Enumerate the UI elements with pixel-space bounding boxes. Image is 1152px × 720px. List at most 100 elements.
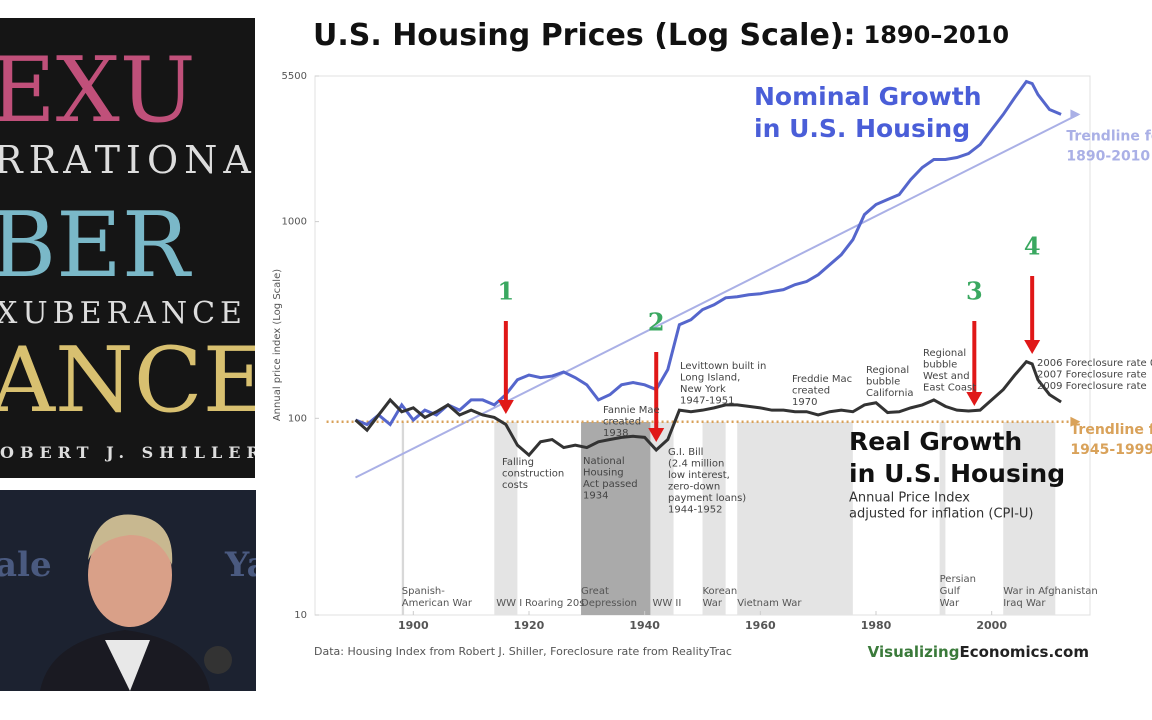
author-photo: ale Ya [0, 490, 256, 691]
cover-text: EXU [0, 38, 196, 143]
annotation-line: Regional [923, 348, 966, 359]
trend-label-line: 1890-2010 [1066, 148, 1150, 164]
series-label: Nominal Growth in U.S. Housing [754, 82, 982, 143]
series-label-line: in U.S. Housing [754, 114, 970, 143]
trend-label: Trendline fo 1890-2010 [1066, 128, 1152, 164]
period-label-line: American War [402, 598, 473, 609]
period-label: Roaring 20s [525, 598, 584, 609]
period-label-line: WW I [496, 598, 522, 609]
period-label: Persian Gulf War [940, 574, 976, 609]
period-label-line: Vietnam War [737, 598, 802, 609]
annotation-line: Levittown built in [680, 361, 766, 372]
chart-title: U.S. Housing Prices (Log Scale): 1890–201… [313, 18, 1009, 53]
annotation-line: 2007 Foreclosure rate [1037, 370, 1147, 381]
y-tick-label: 10 [294, 610, 307, 621]
annotation-line: bubble [866, 377, 900, 388]
annotation: National Housing Act passed 1934 [583, 456, 638, 502]
marker-arrowhead [966, 392, 983, 406]
annotation: Freddie Mac created 1970 [792, 374, 852, 408]
annotation: Fannie Mae created 1938 [603, 405, 660, 439]
cover-text: RRATIONAL [0, 138, 255, 182]
marker-arrowhead [648, 428, 665, 442]
annotation-line: 2009 Foreclosure rate [1037, 381, 1147, 392]
period-label-line: Iraq War [1003, 598, 1046, 609]
series-label-line: Nominal Growth [754, 82, 982, 111]
y-axis-label: Annual price index (Log Scale) [272, 269, 283, 421]
trend-label-line: Trendline fo [1066, 128, 1152, 144]
x-tick-label: 1960 [745, 619, 776, 632]
annotation-line: costs [502, 480, 528, 491]
period-label: Spanish-American War [402, 586, 473, 609]
x-tick-label: 1900 [398, 619, 429, 632]
annotation-line: Fannie Mae [603, 405, 660, 416]
annotation-line: 1970 [792, 397, 817, 408]
marker-number: 4 [1024, 232, 1041, 261]
annotation-line: Freddie Mac [792, 374, 852, 385]
annotation-line: zero-down [668, 482, 720, 493]
cover-text: ANCE [0, 328, 255, 433]
trend-label-line: 1945-1999 [1070, 442, 1152, 458]
annotation-line: 1944-1952 [668, 505, 723, 516]
marker-number: 3 [966, 277, 983, 306]
cover-text: XUBERANCE [0, 296, 247, 331]
period-label: WW I [496, 598, 522, 609]
annotation-line: 1938 [603, 428, 628, 439]
period-label-line: Depression [581, 598, 637, 609]
period-label: WW II [652, 598, 681, 609]
trend-arrow [1070, 109, 1081, 120]
cover-text: OBERT J. SHILLER [0, 443, 255, 462]
annotation-line: Long Island, [680, 373, 740, 384]
period-band [737, 422, 853, 615]
annotation: Falling construction costs [502, 457, 564, 491]
period-label-line: Great [581, 586, 609, 597]
marker-arrowhead [497, 400, 514, 414]
period-label: Great Depression [581, 586, 637, 609]
annotation-line: 2006 Foreclosure rate 0. [1037, 358, 1152, 369]
annotation: Regional bubble West and East Coast [923, 348, 976, 394]
period-label-line: Persian [940, 574, 976, 585]
subtitle: 1890–2010 [864, 21, 1010, 49]
annotation-line: construction [502, 469, 564, 480]
y-tick-label: 5500 [282, 71, 307, 82]
period-band [939, 422, 946, 615]
title: U.S. Housing Prices (Log Scale): [313, 18, 856, 53]
y-tick-label: 1000 [282, 217, 307, 228]
annotation-line: bubble [923, 360, 957, 371]
annotation-line: Regional [866, 365, 909, 376]
annotation-line: Housing [583, 468, 624, 479]
annotation-line: 1934 [583, 491, 608, 502]
series-label-line: Real Growth [849, 427, 1022, 456]
annotation: Levittown built in Long Island, New York 19… [680, 361, 766, 407]
annotation: 2006 Foreclosure rate 0. 2007 Foreclosure… [1037, 358, 1152, 392]
annotation-line: National [583, 456, 625, 467]
marker-arrowhead [1024, 340, 1041, 354]
annotation-line: New York [680, 384, 726, 395]
trend-arrow [1070, 416, 1081, 427]
period-label-line: War [940, 598, 960, 609]
series-line [354, 359, 1062, 458]
trend-label-line: Trendline f [1070, 422, 1152, 438]
annotation-line: created [603, 417, 641, 428]
annotation: G.I. Bill (2.4 million low interest, zero-d… [668, 447, 746, 516]
brand-part: Visualizing [868, 643, 960, 661]
annotation-line: Act passed [583, 479, 638, 490]
annotation: Regional bubble California [866, 365, 914, 399]
period-label-line: War [703, 598, 723, 609]
period-label: Korean War [703, 586, 738, 609]
period-label-line: Gulf [940, 586, 961, 597]
period-label-line: War in Afghanistan [1003, 586, 1098, 597]
book-cover: EXU RRATIONAL BER XUBERANCE ANCE OBERT J… [0, 18, 255, 478]
annotation-line: created [792, 386, 830, 397]
annotation-line: Falling [502, 457, 534, 468]
period-band [650, 422, 674, 615]
photo-sign: ale [0, 545, 52, 585]
marker-number: 2 [648, 308, 665, 337]
x-tick-label: 2000 [976, 619, 1007, 632]
annotation-line: East Coast [923, 383, 976, 394]
source: Data: Housing Index from Robert J. Shill… [314, 645, 732, 658]
brand: VisualizingEconomics.com [868, 643, 1089, 661]
period-label-line: Spanish- [402, 586, 445, 597]
period-band [702, 422, 726, 615]
